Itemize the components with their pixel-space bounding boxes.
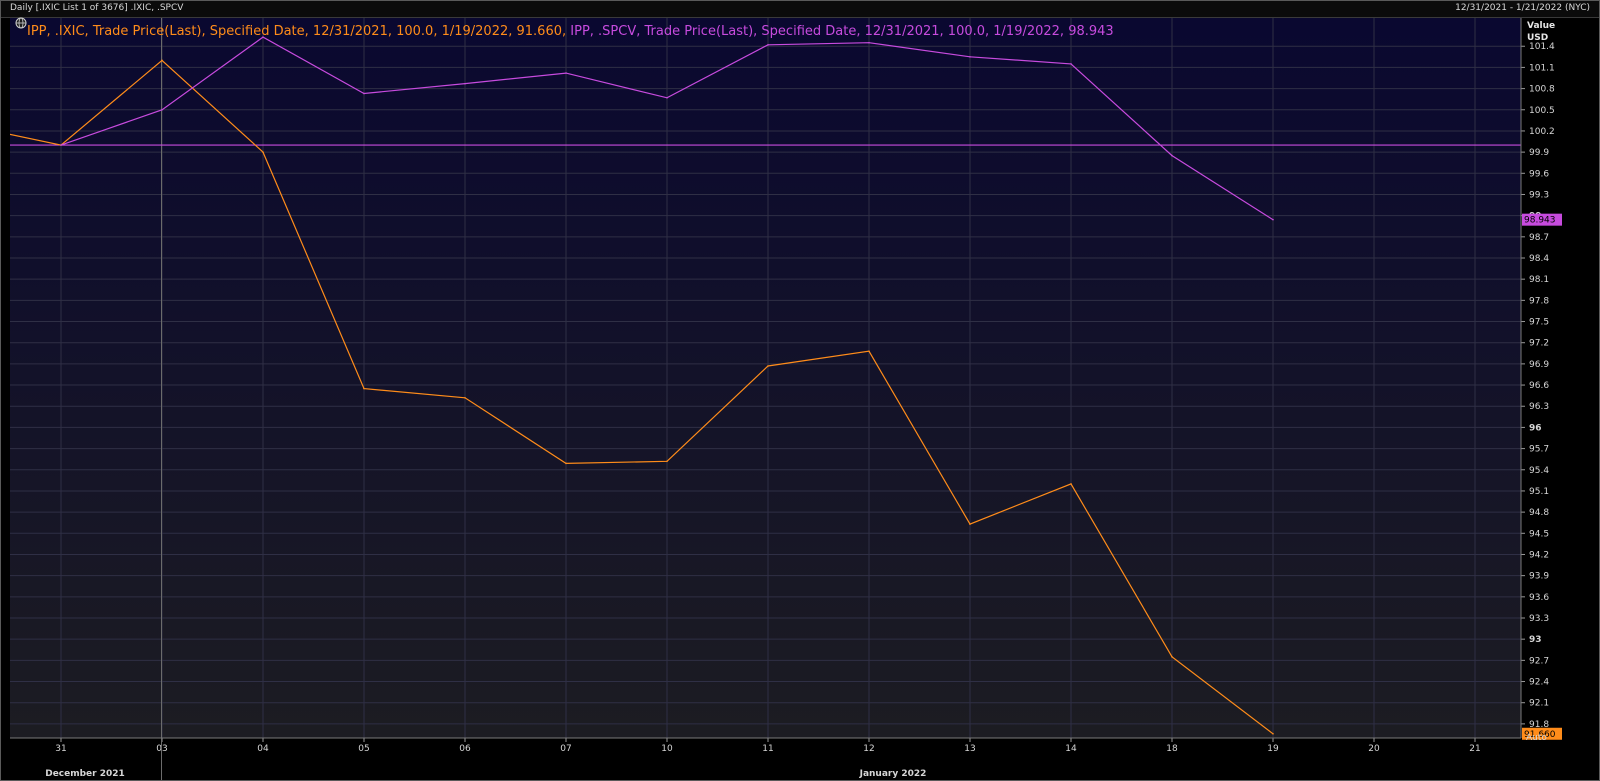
data-point[interactable]: [464, 396, 466, 399]
y-tick-label: 94.8: [1529, 508, 1549, 518]
y-tick-label: 99.9: [1529, 148, 1549, 158]
legend-entry: IPP, .SPCV, Trade Price(Last), Specified…: [566, 24, 1114, 39]
y-tick-label: 97.8: [1529, 296, 1549, 306]
data-point[interactable]: [1171, 656, 1173, 658]
chart-date-range: 12/31/2021 - 1/21/2022 (NYC): [1455, 3, 1590, 13]
data-point[interactable]: [868, 41, 870, 44]
y-tick-label: 96.9: [1529, 360, 1549, 370]
x-tick-label: 05: [358, 744, 369, 754]
data-point[interactable]: [969, 523, 971, 525]
y-axis-ticks: 101.4101.1100.8100.5100.299.999.699.3999…: [1521, 42, 1555, 730]
globe-icon[interactable]: [15, 17, 27, 29]
y-tick-label: 93.3: [1529, 614, 1549, 624]
chart-title-bar: Daily [.IXIC List 1 of 3676] .IXIC, .SPC…: [0, 0, 1600, 18]
x-tick-label: 18: [1166, 744, 1178, 754]
y-tick-label: 95.7: [1529, 445, 1549, 455]
y-tick-label: 100.8: [1529, 85, 1555, 95]
series-spcv[interactable]: [60, 36, 1274, 221]
data-point[interactable]: [161, 108, 163, 111]
x-tick-label: 13: [964, 744, 975, 754]
series-ixic[interactable]: [0, 59, 1274, 735]
y-tick-label: 98.1: [1529, 275, 1549, 285]
legend: IPP, .IXIC, Trade Price(Last), Specified…: [27, 24, 1114, 39]
x-tick-label: 07: [560, 744, 571, 754]
series-line[interactable]: [0, 59, 1274, 735]
data-point[interactable]: [363, 387, 365, 390]
globe-icon-meridian: [18, 17, 24, 29]
last-value-label: 98.943: [1524, 216, 1556, 226]
x-tick-label: 21: [1469, 744, 1480, 754]
x-tick-label: 31: [55, 744, 66, 754]
y-tick-label: 92.7: [1529, 656, 1549, 666]
x-tick-label: 20: [1368, 744, 1380, 754]
data-point[interactable]: [666, 96, 668, 99]
y-tick-label: 91.8: [1529, 720, 1549, 730]
y-axis-panel: [1521, 18, 1598, 738]
x-tick-label: 04: [257, 744, 269, 754]
last-value-tag: [1522, 727, 1562, 740]
y-axis-title: USD: [1527, 33, 1548, 43]
y-tick-label: 100.2: [1529, 127, 1555, 137]
data-point[interactable]: [767, 44, 769, 46]
data-point[interactable]: [969, 56, 971, 58]
x-tick-label: 12: [863, 744, 874, 754]
data-point[interactable]: [767, 365, 769, 367]
data-point[interactable]: [262, 36, 264, 38]
y-tick-label: 101.4: [1529, 42, 1555, 52]
y-tick-label: 100.5: [1529, 106, 1555, 116]
y-tick-label: 95.4: [1529, 466, 1549, 476]
data-point[interactable]: [565, 72, 567, 74]
y-tick-label: 96: [1529, 423, 1542, 433]
x-tick-label: 11: [762, 744, 773, 754]
y-tick-label: 94.5: [1529, 529, 1549, 539]
y-tick-label: 99.6: [1529, 169, 1549, 179]
y-tick-label: 96.6: [1529, 381, 1549, 391]
autoscale-button[interactable]: Auto: [1526, 733, 1547, 743]
y-tick-label: 93.9: [1529, 572, 1549, 582]
data-point[interactable]: [363, 92, 365, 95]
x-axis-panel: [10, 738, 1521, 779]
last-value-label: 91.660: [1524, 730, 1556, 740]
legend-entry: IPP, .IXIC, Trade Price(Last), Specified…: [27, 24, 566, 39]
y-tick-label: 97.5: [1529, 318, 1549, 328]
data-point[interactable]: [868, 350, 870, 352]
y-tick-label: 93.6: [1529, 593, 1549, 603]
chart-instrument-title: Daily [.IXIC List 1 of 3676] .IXIC, .SPC…: [10, 3, 184, 13]
y-tick-label: 92.4: [1529, 678, 1549, 688]
data-point[interactable]: [262, 151, 264, 153]
y-tick-label: 94.2: [1529, 550, 1549, 560]
data-point[interactable]: [666, 460, 668, 463]
y-axis-title: Value: [1527, 21, 1555, 31]
y-tick-label: 98.7: [1529, 233, 1549, 243]
data-point[interactable]: [60, 144, 62, 146]
y-tick-label: 99.3: [1529, 190, 1549, 200]
last-value-tag: [1522, 213, 1562, 226]
month-label: December 2021: [45, 769, 125, 779]
data-point[interactable]: [161, 59, 163, 62]
data-point[interactable]: [1070, 483, 1072, 485]
data-point[interactable]: [565, 462, 567, 465]
data-point[interactable]: [1272, 732, 1274, 735]
y-tick-label: 93: [1529, 635, 1542, 645]
x-tick-label: 14: [1065, 744, 1077, 754]
data-point[interactable]: [1070, 63, 1072, 65]
x-tick-label: 10: [661, 744, 673, 754]
y-tick-label: 92.1: [1529, 699, 1549, 709]
y-tick-label: 96.3: [1529, 402, 1549, 412]
x-tick-label: 06: [459, 744, 471, 754]
x-tick-label: 19: [1267, 744, 1279, 754]
y-tick-label: 95.1: [1529, 487, 1549, 497]
y-tick-label: 97.2: [1529, 339, 1549, 349]
y-tick-label: 101.1: [1529, 63, 1555, 73]
y-tick-label: 98.4: [1529, 254, 1549, 264]
data-point[interactable]: [464, 82, 466, 85]
data-point[interactable]: [1171, 154, 1173, 157]
data-point[interactable]: [1272, 218, 1274, 221]
month-label: January 2022: [859, 769, 927, 779]
